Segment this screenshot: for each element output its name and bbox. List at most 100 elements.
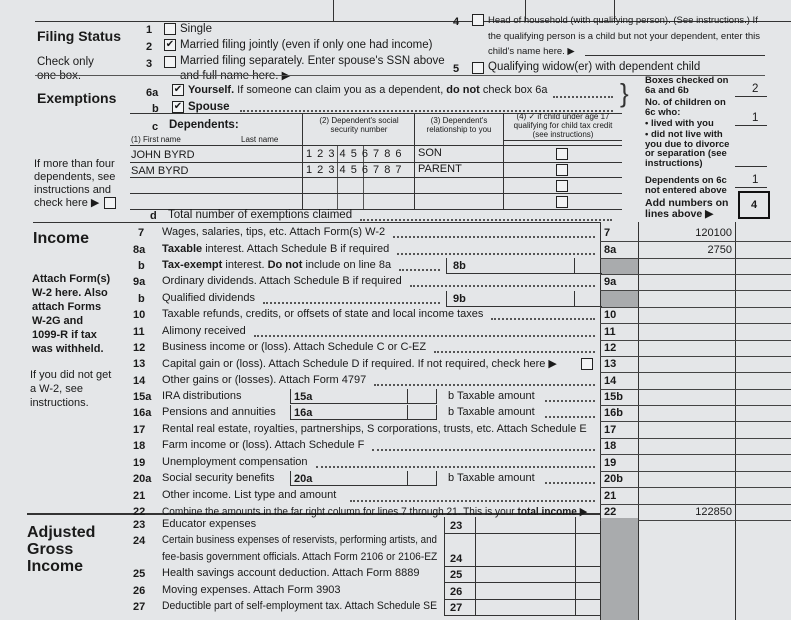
line-label: Other income. List type and amount xyxy=(162,489,337,501)
total-exemptions-value[interactable]: 4 xyxy=(738,191,770,219)
married-separately-checkbox[interactable] xyxy=(164,56,176,68)
line-label: IRA distributions xyxy=(162,390,242,402)
other-income-field[interactable] xyxy=(350,500,595,502)
married-separately-label-2: and full name here. ▶ xyxy=(180,70,291,82)
box-divider xyxy=(575,599,576,615)
box-divider xyxy=(574,258,575,273)
col-child-credit: (4) ✓ if child under age 17 qualifying f… xyxy=(513,112,613,139)
box-field[interactable] xyxy=(290,389,437,404)
dependent-ssn[interactable]: 1 2 3 4 5 6 7 8 7 xyxy=(306,164,403,176)
head-of-household-checkbox[interactable] xyxy=(472,14,484,26)
amount-field[interactable]: 120100 xyxy=(695,227,732,239)
divider xyxy=(614,0,615,21)
child-credit-checkbox[interactable] xyxy=(556,196,568,208)
not-entered-value[interactable]: 1 xyxy=(752,174,759,186)
child-credit-checkbox[interactable] xyxy=(556,164,568,176)
do-not: do not xyxy=(446,84,480,96)
table-border xyxy=(414,113,415,210)
box-field[interactable] xyxy=(446,291,602,307)
child-credit-checkbox[interactable] xyxy=(556,180,568,192)
qualifying-widow-checkbox[interactable] xyxy=(472,62,484,74)
lived-value[interactable]: 1 xyxy=(752,112,759,124)
capital-gain-checkbox[interactable] xyxy=(581,358,593,370)
box-field[interactable] xyxy=(444,583,601,600)
box-field[interactable] xyxy=(290,471,437,486)
line-number: 8a xyxy=(133,244,146,256)
line-number: 24 xyxy=(133,535,146,547)
box-label: 15a xyxy=(294,391,313,403)
col-first-name: (1) First name xyxy=(131,135,181,144)
line-number: b xyxy=(138,293,145,305)
box-label: 16a xyxy=(294,407,313,419)
married-jointly-checkbox[interactable]: ✔ xyxy=(164,39,176,51)
row-border xyxy=(600,241,791,242)
boxes-checked-value[interactable]: 2 xyxy=(752,83,759,95)
underline xyxy=(735,125,767,126)
dependent-relationship[interactable]: SON xyxy=(418,147,442,159)
box-divider xyxy=(575,583,576,599)
single-checkbox[interactable] xyxy=(164,23,176,35)
line-label: Educator expenses xyxy=(162,518,257,530)
line-number: c xyxy=(152,121,159,133)
line-label: Taxable refunds, credits, or offsets of … xyxy=(162,308,484,320)
box-field[interactable] xyxy=(446,258,602,274)
attach-note: Attach Form(s) W-2 here. Also attach For… xyxy=(32,273,111,355)
divider xyxy=(35,75,765,76)
box-field[interactable] xyxy=(444,566,601,583)
line-label: Capital gain or (loss). Attach Schedule … xyxy=(162,358,557,370)
line-ref: 7 xyxy=(604,227,611,239)
dependent-name[interactable]: JOHN BYRD xyxy=(131,149,195,161)
shaded-cell xyxy=(601,518,638,620)
line-ref: 22 xyxy=(604,506,617,518)
child-name-field[interactable] xyxy=(585,55,765,56)
table-border xyxy=(302,113,303,210)
line-number: 14 xyxy=(133,375,146,387)
box-divider xyxy=(407,471,408,486)
line-ref: 10 xyxy=(604,309,617,321)
line-label: Farm income or (loss). Attach Schedule F xyxy=(162,439,365,451)
line-label: Qualified dividends xyxy=(162,292,255,304)
dependent-relationship[interactable]: PARENT xyxy=(418,163,462,175)
row-border xyxy=(600,290,791,291)
add-numbers-label: Add numbers on lines above ▶ xyxy=(645,197,729,220)
table-border xyxy=(503,113,504,210)
line-label: Alimony received xyxy=(162,325,246,337)
line-label: Business income or (loss). Attach Schedu… xyxy=(162,341,427,353)
box-field[interactable] xyxy=(444,517,601,534)
table-border xyxy=(503,140,622,141)
dependent-name[interactable]: SAM BYRD xyxy=(131,165,189,177)
more-dependents-checkbox[interactable] xyxy=(104,197,116,209)
dependent-ssn[interactable]: 1 2 3 4 5 6 7 8 6 xyxy=(306,148,403,160)
dependents-label: Dependents: xyxy=(169,119,239,131)
spouse-checkbox[interactable]: ✔ xyxy=(172,101,184,113)
table-border xyxy=(130,162,622,163)
amount-field[interactable]: 122850 xyxy=(695,506,732,518)
box-divider xyxy=(407,389,408,404)
married-separately-label: Married filing separately. Enter spouse'… xyxy=(180,55,445,67)
line-number: 26 xyxy=(133,585,146,597)
box-field[interactable] xyxy=(444,533,601,567)
head-of-household-label: Head of household (with qualifying perso… xyxy=(488,15,758,26)
line-label: Moving expenses. Attach Form 3903 xyxy=(162,584,341,596)
row-border xyxy=(600,340,791,341)
child-credit-checkbox[interactable] xyxy=(556,148,568,160)
line-label: Combine the amounts in the far right col… xyxy=(162,506,588,518)
line-number: 7 xyxy=(138,227,145,239)
box-field[interactable] xyxy=(290,405,437,420)
lived-label: • lived with you xyxy=(645,118,714,129)
line-label: Deductible part of self-employment tax. … xyxy=(162,600,438,612)
box-divider xyxy=(475,583,476,599)
amount-field[interactable]: 2750 xyxy=(707,244,732,256)
leader-dots xyxy=(545,482,595,484)
line-ref: 9a xyxy=(604,276,617,288)
line-ref: 11 xyxy=(604,326,616,338)
box-divider xyxy=(475,533,476,566)
row-border xyxy=(600,372,791,373)
box-field[interactable] xyxy=(444,599,601,616)
divider xyxy=(33,222,600,223)
leader-dots xyxy=(553,96,613,98)
yourself-checkbox[interactable]: ✔ xyxy=(172,84,184,96)
leader-dots xyxy=(372,449,595,451)
leader-dots xyxy=(545,416,595,418)
underline xyxy=(735,166,767,167)
